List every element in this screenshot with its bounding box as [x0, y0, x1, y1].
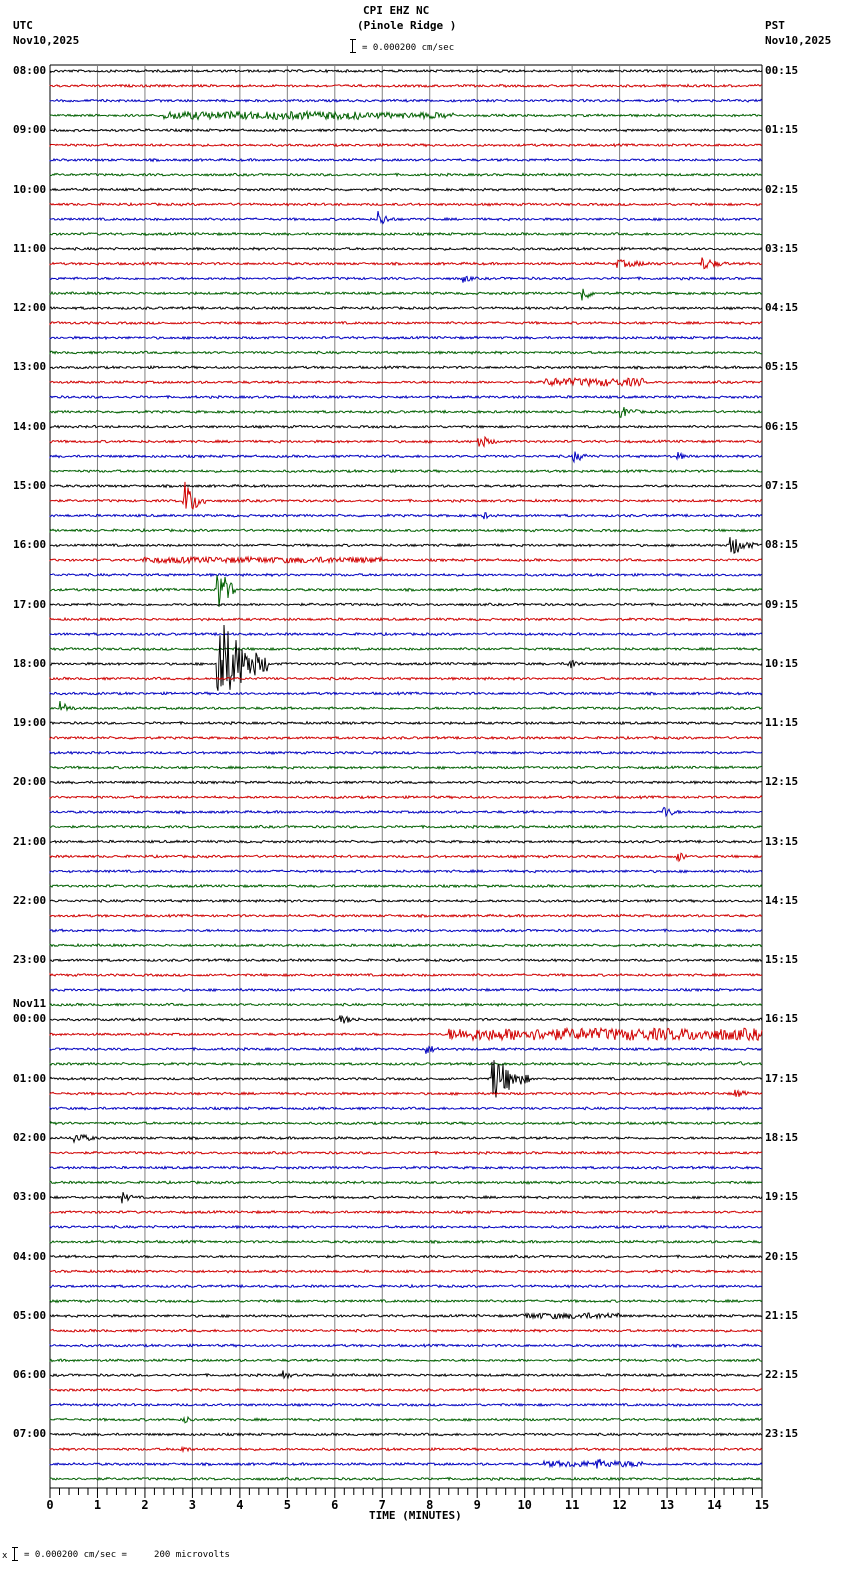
svg-text:1: 1	[94, 1498, 101, 1512]
pst-hour-label: 12:15	[765, 775, 799, 789]
scale-bar-icon	[350, 39, 358, 53]
pst-hour-label: 18:15	[765, 1131, 799, 1145]
utc-hour-label: 09:00	[13, 123, 47, 137]
pst-hour-label: 20:15	[765, 1249, 799, 1263]
station-subtitle: (Pinole Ridge )	[357, 19, 457, 32]
utc-hour-label: 00:00	[13, 1012, 47, 1026]
svg-text:15: 15	[755, 1498, 769, 1512]
svg-text:2: 2	[141, 1498, 148, 1512]
utc-hour-label: 14:00	[13, 419, 47, 433]
left-date: Nov10,2025	[13, 34, 80, 47]
pst-hour-label: 16:15	[765, 1012, 799, 1026]
utc-hour-label: 01:00	[13, 1071, 47, 1085]
utc-hour-label: 22:00	[13, 893, 47, 907]
svg-text:5: 5	[284, 1498, 291, 1512]
utc-hour-label: 08:00	[13, 64, 47, 77]
svg-text:8: 8	[426, 1498, 433, 1512]
utc-hour-label: 19:00	[13, 716, 47, 730]
svg-text:13: 13	[660, 1498, 674, 1512]
right-timezone: PST	[765, 19, 785, 32]
pst-hour-label: 15:15	[765, 953, 799, 967]
pst-hour-label: 00:15	[765, 64, 799, 77]
svg-text:3: 3	[189, 1498, 196, 1512]
utc-hour-label: 12:00	[13, 301, 47, 315]
pst-hour-label: 08:15	[765, 538, 799, 552]
pst-hour-label: 06:15	[765, 419, 799, 433]
pst-hour-label: 02:15	[765, 182, 799, 196]
utc-hour-label: 05:00	[13, 1308, 47, 1322]
utc-hour-label: 03:00	[13, 1190, 47, 1204]
utc-hour-label: 16:00	[13, 538, 47, 552]
footer-scale-text: = 0.000200 cm/sec = 200 microvolts	[24, 1550, 230, 1560]
pst-hour-label: 19:15	[765, 1190, 799, 1204]
utc-hour-label: 07:00	[13, 1427, 47, 1441]
utc-hour-label: 13:00	[13, 360, 47, 374]
pst-hour-label: 21:15	[765, 1308, 799, 1322]
date-change-label: Nov11	[13, 997, 47, 1011]
x-axis-label: TIME (MINUTES)	[369, 1509, 462, 1522]
utc-hour-label: 10:00	[13, 182, 47, 196]
scale-text: = 0.000200 cm/sec	[362, 43, 455, 53]
svg-text:9: 9	[474, 1498, 481, 1512]
pst-hour-label: 03:15	[765, 241, 799, 255]
pst-hour-label: 23:15	[765, 1427, 799, 1441]
pst-hour-label: 04:15	[765, 301, 799, 315]
utc-hour-label: 17:00	[13, 597, 47, 611]
pst-hour-label: 05:15	[765, 360, 799, 374]
utc-hour-label: 02:00	[13, 1131, 47, 1145]
pst-hour-label: 13:15	[765, 834, 799, 848]
pst-hour-label: 01:15	[765, 123, 799, 137]
utc-hour-label: 20:00	[13, 775, 47, 789]
utc-hour-label: 15:00	[13, 478, 47, 492]
svg-text:6: 6	[331, 1498, 338, 1512]
station-title: CPI EHZ NC	[363, 4, 430, 17]
right-date: Nov10,2025	[765, 34, 832, 47]
svg-text:14: 14	[707, 1498, 721, 1512]
pst-hour-label: 11:15	[765, 716, 799, 730]
pst-hour-label: 17:15	[765, 1071, 799, 1085]
svg-text:4: 4	[236, 1498, 243, 1512]
left-timezone: UTC	[13, 19, 33, 32]
svg-text:0: 0	[46, 1498, 53, 1512]
footer-scale-bar-icon	[12, 1547, 20, 1561]
pst-hour-label: 10:15	[765, 656, 799, 670]
utc-hour-label: 06:00	[13, 1368, 47, 1382]
pst-hour-label: 22:15	[765, 1368, 799, 1382]
svg-text:10: 10	[517, 1498, 531, 1512]
utc-hour-label: 04:00	[13, 1249, 47, 1263]
pst-hour-label: 09:15	[765, 597, 799, 611]
utc-hour-label: 21:00	[13, 834, 47, 848]
footer-marker: x	[2, 1551, 8, 1561]
svg-text:7: 7	[379, 1498, 386, 1512]
pst-hour-label: 07:15	[765, 478, 799, 492]
pst-hour-label: 14:15	[765, 893, 799, 907]
svg-text:12: 12	[612, 1498, 626, 1512]
utc-hour-label: 18:00	[13, 656, 47, 670]
svg-text:11: 11	[565, 1498, 579, 1512]
utc-hour-label: 11:00	[13, 241, 47, 255]
utc-hour-label: 23:00	[13, 953, 47, 967]
